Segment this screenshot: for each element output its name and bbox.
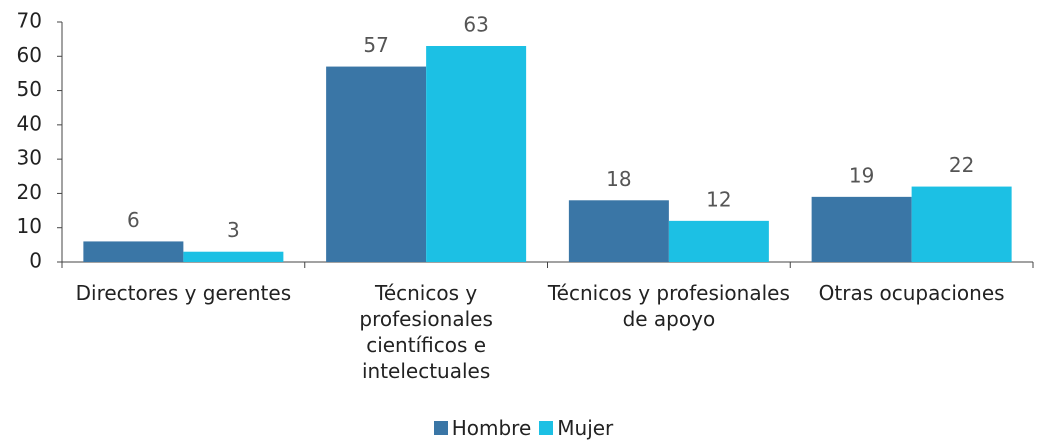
y-tick-label: 20 — [17, 180, 42, 204]
y-tick-label: 10 — [17, 214, 42, 238]
y-tick-label: 40 — [17, 111, 42, 135]
legend-item: Hombre — [433, 416, 532, 440]
y-tick-label: 50 — [17, 77, 42, 101]
legend-label: Hombre — [451, 416, 532, 440]
value-label: 6 — [127, 208, 140, 232]
value-label: 18 — [606, 167, 631, 191]
bar — [811, 196, 912, 262]
value-label: 63 — [463, 13, 488, 37]
bar — [668, 220, 769, 262]
x-tick-label: Directores y gerentes — [75, 281, 292, 305]
legend: Hombre Mujer — [0, 416, 1047, 440]
y-tick-label: 30 — [17, 146, 42, 170]
y-tick-label: 60 — [17, 43, 42, 67]
value-label: 57 — [363, 33, 388, 57]
value-label: 19 — [849, 163, 874, 187]
bar — [911, 186, 1012, 262]
x-tick-label: Otras ocupaciones — [818, 281, 1005, 305]
legend-swatch — [433, 421, 448, 435]
bar — [83, 241, 184, 262]
y-tick-label: 70 — [17, 9, 42, 33]
value-label: 12 — [706, 187, 731, 211]
bar — [183, 251, 284, 262]
legend-item: Mujer — [539, 416, 613, 440]
value-label: 22 — [949, 153, 974, 177]
x-tick-label: Técnicos y profesionales de apoyo — [547, 281, 790, 331]
bar — [568, 200, 669, 262]
legend-swatch — [539, 421, 554, 435]
bar — [326, 66, 427, 262]
x-tick-label: Técnicos y profesionales científicos e i… — [359, 281, 493, 383]
bar — [426, 46, 527, 262]
value-label: 3 — [227, 218, 240, 242]
legend-label: Mujer — [557, 416, 614, 440]
y-tick-label: 0 — [29, 249, 42, 273]
